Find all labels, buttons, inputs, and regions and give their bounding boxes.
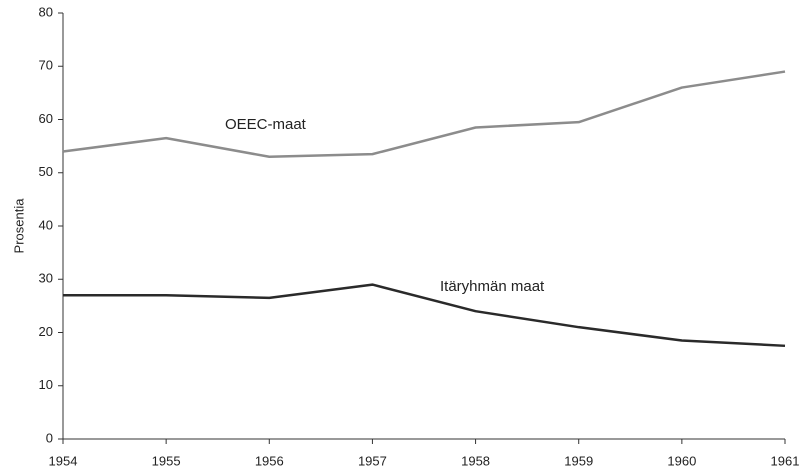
- x-tick-label: 1955: [152, 453, 181, 468]
- x-tick-label: 1961: [771, 453, 800, 468]
- y-tick-label: 60: [39, 111, 53, 126]
- y-tick-label: 10: [39, 377, 53, 392]
- series-line: [63, 283, 786, 348]
- series-label: OEEC-maat: [225, 116, 307, 133]
- x-tick-label: 1956: [255, 453, 284, 468]
- x-tick-label: 1960: [667, 453, 696, 468]
- y-axis-label: Prosentia: [11, 198, 26, 254]
- y-tick-label: 0: [46, 430, 53, 445]
- y-tick-label: 20: [39, 324, 53, 339]
- y-tick-label: 80: [39, 4, 53, 19]
- series-line: [62, 70, 786, 159]
- y-tick-label: 40: [39, 217, 53, 232]
- y-tick-label: 70: [39, 58, 53, 73]
- x-tick-label: 1954: [49, 453, 78, 468]
- x-tick-label: 1959: [564, 453, 593, 468]
- x-tick-label: 1958: [461, 453, 490, 468]
- y-tick-label: 30: [39, 271, 53, 286]
- y-tick-label: 50: [39, 164, 53, 179]
- series-label: Itäryhmän maat: [440, 278, 545, 295]
- x-tick-label: 1957: [358, 453, 387, 468]
